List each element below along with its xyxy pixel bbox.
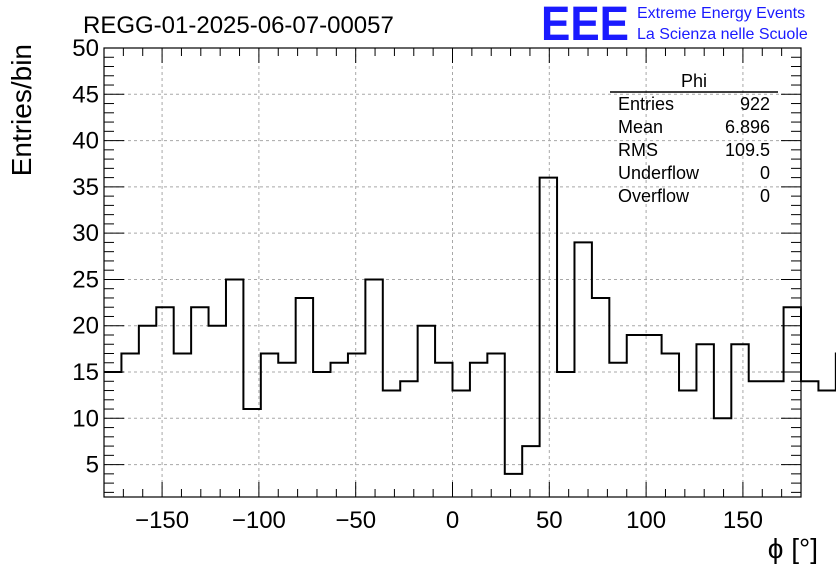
y-tick-label: 50: [72, 35, 99, 62]
stats-value-entries: 922: [740, 94, 770, 114]
stats-value-rms: 109.5: [725, 140, 770, 160]
x-tick-label: 50: [536, 507, 563, 534]
y-tick-label: 10: [72, 405, 99, 432]
histogram-line: [104, 176, 836, 475]
y-axis-title: Entries/bin: [6, 44, 37, 176]
y-tick-label: 20: [72, 313, 99, 340]
stats-title: Phi: [681, 71, 707, 91]
stats-label-overflow: Overflow: [618, 186, 690, 206]
stats-label-underflow: Underflow: [618, 163, 700, 183]
x-axis-title: ϕ [°]: [768, 533, 818, 564]
y-tick-label: 25: [72, 266, 99, 293]
y-tick-label: 40: [72, 128, 99, 155]
stats-value-overflow: 0: [760, 186, 770, 206]
eee-logo: EEE Extreme Energy Events La Scienza nel…: [541, 0, 808, 51]
y-tick-label: 45: [72, 81, 99, 108]
chart-title: REGG-01-2025-06-07-00057: [83, 12, 394, 39]
stats-value-underflow: 0: [760, 163, 770, 183]
stats-label-entries: Entries: [618, 94, 674, 114]
x-tick-label: −100: [232, 507, 286, 534]
grid: [104, 47, 801, 497]
stats-label-rms: RMS: [618, 140, 658, 160]
stats-value-mean: 6.896: [725, 117, 770, 137]
x-tick-label: −50: [335, 507, 376, 534]
x-tick-label: 0: [446, 507, 459, 534]
logo-line1: Extreme Energy Events: [637, 5, 805, 22]
y-tick-label: 15: [72, 359, 99, 386]
logo-line2: La Scienza nelle Scuole: [637, 26, 808, 43]
y-tick-label: 30: [72, 220, 99, 247]
logo-mark: EEE: [541, 0, 629, 51]
stats-box: Phi Entries 922 Mean 6.896 RMS 109.5 Und…: [610, 71, 778, 206]
x-tick-label: 150: [723, 507, 763, 534]
x-tick-label: 100: [626, 507, 666, 534]
y-tick-label: 5: [86, 452, 99, 479]
x-tick-label: −150: [135, 507, 189, 534]
axis-ticks: [103, 47, 802, 497]
stats-label-mean: Mean: [618, 117, 663, 137]
y-tick-label: 35: [72, 174, 99, 201]
tick-labels: −150 −100 −50 0 50 100 150 5 10 15 20 25 30 35 40 45 50: [72, 35, 763, 534]
